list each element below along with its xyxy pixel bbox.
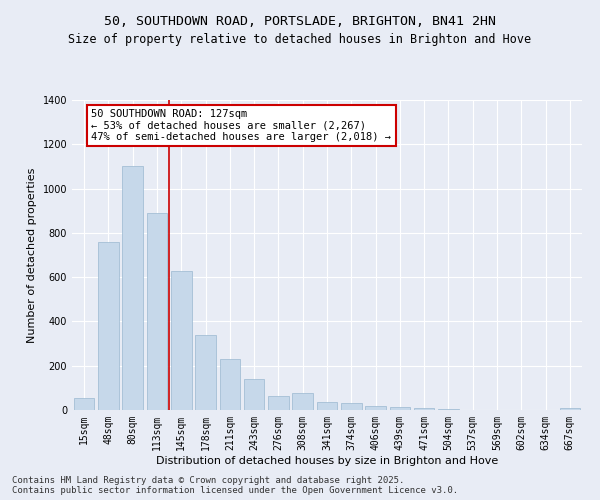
Bar bbox=[268, 396, 289, 410]
Bar bbox=[171, 270, 191, 410]
Bar bbox=[74, 398, 94, 410]
Text: 50, SOUTHDOWN ROAD, PORTSLADE, BRIGHTON, BN41 2HN: 50, SOUTHDOWN ROAD, PORTSLADE, BRIGHTON,… bbox=[104, 15, 496, 28]
Bar bbox=[560, 408, 580, 410]
Bar bbox=[317, 402, 337, 410]
Y-axis label: Number of detached properties: Number of detached properties bbox=[27, 168, 37, 342]
Bar bbox=[414, 408, 434, 410]
X-axis label: Distribution of detached houses by size in Brighton and Hove: Distribution of detached houses by size … bbox=[156, 456, 498, 466]
Text: Size of property relative to detached houses in Brighton and Hove: Size of property relative to detached ho… bbox=[68, 32, 532, 46]
Bar bbox=[244, 379, 265, 410]
Bar bbox=[220, 359, 240, 410]
Bar bbox=[98, 242, 119, 410]
Bar bbox=[146, 213, 167, 410]
Bar bbox=[122, 166, 143, 410]
Bar bbox=[292, 394, 313, 410]
Bar bbox=[365, 406, 386, 410]
Bar bbox=[389, 408, 410, 410]
Bar bbox=[341, 404, 362, 410]
Bar bbox=[438, 409, 459, 410]
Text: Contains HM Land Registry data © Crown copyright and database right 2025.
Contai: Contains HM Land Registry data © Crown c… bbox=[12, 476, 458, 495]
Text: 50 SOUTHDOWN ROAD: 127sqm
← 53% of detached houses are smaller (2,267)
47% of se: 50 SOUTHDOWN ROAD: 127sqm ← 53% of detac… bbox=[91, 109, 391, 142]
Bar bbox=[195, 334, 216, 410]
